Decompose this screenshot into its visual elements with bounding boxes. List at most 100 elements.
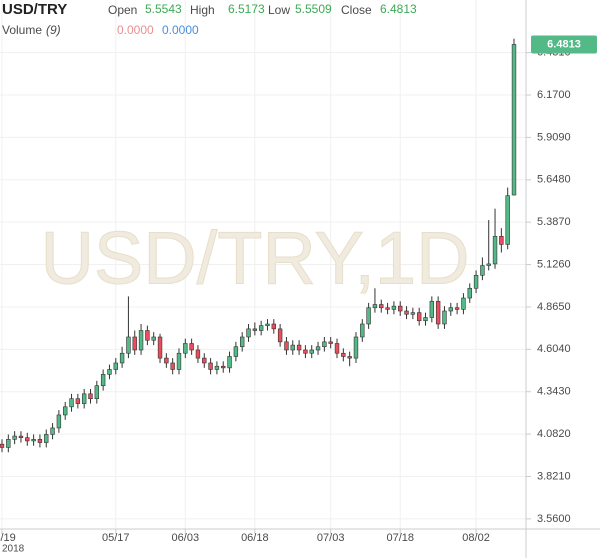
volume-value: 0.0000 xyxy=(117,23,154,37)
candle-body xyxy=(56,414,62,429)
candle-body xyxy=(486,263,491,266)
candle-body xyxy=(151,336,156,341)
candle-body xyxy=(63,406,68,416)
candle-body xyxy=(398,305,403,312)
volume-value: 0.0000 xyxy=(162,23,199,37)
candle-body xyxy=(442,310,447,325)
ohlc-label: Low xyxy=(268,3,290,17)
candle-body xyxy=(448,307,453,312)
candle-body xyxy=(416,312,422,322)
candle-body xyxy=(296,344,302,351)
candle-body xyxy=(341,352,346,357)
axes: 3.5600 3.8210 4.0820 4.3430 4.6040 4.8650 5.12… xyxy=(0,35,597,544)
candle-body xyxy=(277,328,283,343)
year-label: 2018 xyxy=(2,544,25,555)
ohlc-value: 6.5173 xyxy=(228,2,265,16)
y-tick-label: 5.3870 xyxy=(537,216,571,228)
candle-body xyxy=(107,369,112,375)
candle-body xyxy=(132,336,137,351)
candles xyxy=(0,38,517,453)
candle-body xyxy=(6,439,11,448)
candle-body xyxy=(138,330,144,351)
ohlc-value: 5.5509 xyxy=(295,2,332,16)
candle-body xyxy=(202,357,207,364)
candle-body xyxy=(290,344,295,351)
candle-body xyxy=(145,330,150,341)
ohlc-label: Open xyxy=(108,3,137,17)
candle-body xyxy=(25,437,30,442)
candle-body xyxy=(183,343,188,354)
candle-body xyxy=(227,356,232,369)
candle-body xyxy=(353,336,359,359)
candle-body xyxy=(435,300,441,325)
candle-body xyxy=(208,362,213,370)
watermark: USD/TRY,1D xyxy=(40,217,469,300)
y-tick-label: 5.1260 xyxy=(537,258,571,270)
candle-body xyxy=(176,352,182,370)
candle-body xyxy=(44,434,49,443)
candle-body xyxy=(81,393,87,404)
candle-body xyxy=(499,236,504,245)
candle-body xyxy=(75,398,81,404)
candle-body xyxy=(328,341,333,344)
candle-body xyxy=(334,343,340,354)
candle-body xyxy=(265,323,270,326)
candle-body xyxy=(233,346,239,357)
candle-body xyxy=(461,297,466,310)
candle-body xyxy=(480,265,485,276)
candle-body xyxy=(189,343,194,351)
candle-body xyxy=(366,307,371,325)
ohlc-label: Close xyxy=(341,3,372,17)
y-tick-label: 4.6040 xyxy=(537,343,571,355)
x-tick-label: 06/03 xyxy=(172,532,200,544)
y-tick-label: 6.1700 xyxy=(537,89,571,101)
candle-body xyxy=(126,336,131,354)
candle-body xyxy=(100,374,106,387)
candle-body xyxy=(195,349,201,359)
candle-body xyxy=(391,305,397,310)
candle-body xyxy=(113,362,118,370)
candle-body xyxy=(12,435,17,440)
candle-body xyxy=(240,336,245,348)
candle-body xyxy=(119,352,125,364)
candle-body xyxy=(271,323,276,330)
y-tick-label: 3.8210 xyxy=(537,470,571,482)
candle-body xyxy=(69,398,74,408)
candle-body xyxy=(246,328,251,338)
candle-body xyxy=(360,323,365,338)
ohlc-label: High xyxy=(190,3,215,17)
candle-body xyxy=(88,393,93,400)
candle-body xyxy=(492,236,498,265)
candle-body xyxy=(511,44,517,196)
candle-body xyxy=(454,307,460,310)
candle-body xyxy=(214,365,220,370)
candle-body xyxy=(372,304,378,309)
y-tick-label: 3.5600 xyxy=(537,513,571,525)
y-tick-label: 5.9090 xyxy=(537,131,571,143)
x-tick-label: 08/02 xyxy=(462,532,490,544)
candle-body xyxy=(258,325,264,331)
candle-body xyxy=(0,443,5,448)
y-tick-label: 5.6480 xyxy=(537,174,571,186)
y-tick-label: 4.8650 xyxy=(537,301,571,313)
price-tag xyxy=(531,35,597,54)
candle-body xyxy=(37,439,43,443)
candle-body xyxy=(429,300,435,318)
y-tick-label: 4.0820 xyxy=(537,428,571,440)
ohlc-value: 6.4813 xyxy=(380,2,417,16)
candle-body xyxy=(467,287,472,299)
candle-body xyxy=(164,357,169,364)
candle-body xyxy=(31,439,36,442)
candle-body xyxy=(94,385,100,400)
candle-body xyxy=(252,328,258,331)
candle-body xyxy=(505,195,510,245)
candle-body xyxy=(303,349,308,354)
candle-body xyxy=(473,274,479,289)
candle-body xyxy=(284,341,289,351)
price-tag-label: 6.4813 xyxy=(547,38,581,50)
candle-body xyxy=(410,312,416,315)
candle-body xyxy=(309,349,314,354)
candle-body xyxy=(423,317,428,322)
